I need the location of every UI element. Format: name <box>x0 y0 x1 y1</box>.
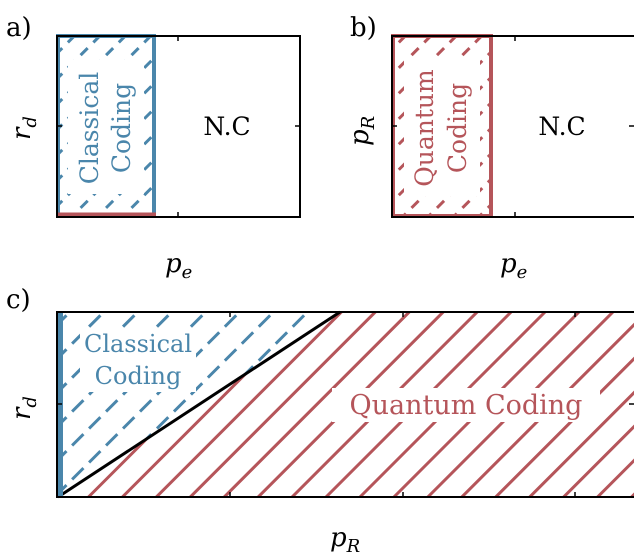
region-label-bg <box>68 60 144 194</box>
panel-a: a) Classical Coding N.C pe rd <box>6 13 301 283</box>
nc-label: N.C <box>538 112 585 141</box>
panel-c-label: c) <box>6 285 31 315</box>
region-label-line1: Classical <box>75 72 104 185</box>
region-label-bg <box>80 328 196 392</box>
panel-b-label: b) <box>350 13 377 43</box>
panel-c: c) Classical Coding Quantum Coding pR rd <box>6 285 634 555</box>
x-axis-label: pe <box>500 249 527 283</box>
region-label-bg <box>332 388 600 422</box>
region-label-line2: Coding <box>107 83 136 173</box>
region-label-line1: Quantum <box>410 69 439 187</box>
phase-boundary <box>57 310 341 499</box>
y-axis-label: rd <box>7 116 41 140</box>
panel-a-label: a) <box>6 13 32 43</box>
y-axis-label: pR <box>345 116 379 146</box>
x-axis-label: pR <box>330 523 360 555</box>
region-label-bg <box>404 58 480 196</box>
classical-label-line1: Classical <box>84 330 192 358</box>
panel-b: b) Quantum Coding N.C pe pR <box>345 13 634 283</box>
classical-label-line2: Coding <box>95 362 182 390</box>
nc-label: N.C <box>203 112 250 141</box>
region-label-line2: Coding <box>443 83 472 173</box>
quantum-label: Quantum Coding <box>350 390 583 421</box>
x-axis-label: pe <box>165 249 192 283</box>
y-axis-label: rd <box>7 396 41 420</box>
